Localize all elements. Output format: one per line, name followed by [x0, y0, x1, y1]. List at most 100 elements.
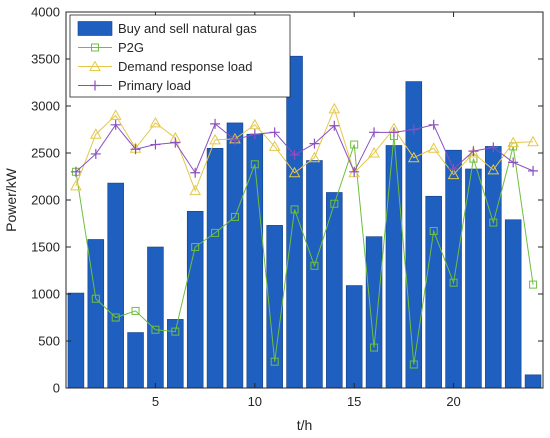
legend-label-3: Primary load — [118, 78, 191, 93]
point-s2-t1 — [70, 179, 82, 191]
legend-marker-1 — [91, 43, 99, 52]
bar-t15 — [345, 285, 363, 389]
y-axis-ticks: 0 500 1000 1500 2000 2500 3000 3500 4000 — [31, 5, 543, 396]
point-s1-t19 — [429, 227, 438, 236]
bar-t22 — [485, 146, 502, 389]
legend-swatch-0 — [77, 21, 113, 36]
bar-t16 — [365, 236, 383, 389]
bar-t17 — [385, 145, 403, 389]
bar-t12 — [286, 55, 303, 389]
point-s3-t22 — [488, 142, 499, 153]
point-s1-t12 — [290, 205, 299, 214]
point-s1-t18 — [409, 360, 418, 369]
y-tick-label-1000: 1000 — [31, 287, 60, 302]
point-s2-t5 — [149, 116, 162, 128]
point-s1-t24 — [529, 280, 538, 289]
legend-item-1: P2G — [78, 40, 144, 55]
point-s2-t2 — [89, 128, 102, 139]
x-tick-label-5: 5 — [152, 394, 159, 409]
bar-t9 — [226, 122, 244, 389]
bar-t8 — [206, 148, 224, 389]
x-axis-label: t/h — [297, 417, 313, 433]
point-s3-t8 — [210, 118, 221, 129]
point-s1-t3 — [111, 313, 120, 322]
bar-t21 — [465, 168, 482, 389]
y-tick-label-3500: 3500 — [31, 52, 60, 67]
legend-label-1: P2G — [118, 40, 144, 55]
point-s3-t19 — [428, 119, 439, 130]
point-s3-t2 — [90, 148, 101, 159]
line-series — [70, 102, 539, 369]
point-s1-t11 — [270, 357, 279, 366]
point-s3-t17 — [388, 127, 399, 138]
legend-marker-3 — [90, 80, 100, 91]
point-s3-t21 — [468, 146, 479, 157]
bar-t19 — [425, 195, 442, 389]
point-s2-t24 — [527, 135, 539, 147]
point-s3-t10 — [249, 129, 260, 140]
point-s2-t23 — [507, 136, 520, 148]
bar-t4 — [127, 332, 144, 389]
x-tick-label-10: 10 — [248, 394, 262, 409]
bar-series — [67, 55, 542, 389]
legend: Buy and sell natural gas P2G Demand respon… — [69, 14, 291, 98]
point-s3-t20 — [448, 163, 459, 174]
point-s1-t13 — [310, 261, 319, 270]
x-tick-label-15: 15 — [347, 394, 361, 409]
point-s3-t16 — [369, 127, 380, 138]
y-axis-label: Power/kW — [3, 167, 19, 232]
y-tick-label-4000: 4000 — [31, 5, 60, 20]
point-s2-t19 — [427, 142, 440, 153]
bar-t13 — [306, 160, 323, 389]
point-s3-t4 — [130, 144, 141, 155]
point-s1-t7 — [191, 243, 200, 251]
bar-t23 — [504, 219, 522, 389]
point-s1-t6 — [171, 327, 180, 336]
series-line-3 — [75, 123, 534, 174]
legend-item-0: Buy and sell natural gas — [77, 21, 257, 36]
point-s2-t16 — [368, 146, 380, 158]
series-3 — [70, 118, 539, 178]
bar-t10 — [246, 133, 264, 389]
legend-label-0: Buy and sell natural gas — [118, 21, 257, 36]
point-s3-t12 — [289, 149, 300, 160]
point-s3-t13 — [309, 138, 320, 149]
legend-label-2: Demand response load — [118, 59, 252, 74]
legend-item-3: Primary load — [78, 78, 191, 93]
y-tick-label-2000: 2000 — [31, 193, 60, 208]
point-s3-t5 — [150, 139, 161, 150]
y-tick-label-0: 0 — [53, 381, 60, 396]
point-s1-t15 — [350, 140, 359, 149]
point-s2-t21 — [467, 146, 480, 158]
point-s2-t3 — [109, 109, 122, 120]
point-s2-t7 — [189, 184, 202, 196]
bar-t3 — [107, 182, 124, 389]
point-s1-t8 — [211, 228, 220, 237]
bar-t7 — [186, 210, 204, 389]
y-tick-label-2500: 2500 — [31, 146, 60, 161]
y-tick-label-1500: 1500 — [31, 240, 60, 255]
point-s1-t5 — [151, 325, 160, 334]
point-s2-t14 — [328, 102, 341, 114]
point-s2-t8 — [209, 133, 221, 145]
y-tick-label-500: 500 — [38, 334, 60, 349]
point-s1-t2 — [91, 294, 100, 303]
y-tick-label-3000: 3000 — [31, 99, 60, 114]
point-s3-t3 — [110, 119, 121, 130]
bar-t5 — [147, 246, 164, 389]
point-s2-t18 — [407, 151, 420, 163]
point-s3-t18 — [408, 124, 419, 135]
point-s1-t22 — [489, 218, 498, 227]
point-s1-t14 — [330, 199, 339, 208]
point-s3-t7 — [190, 167, 201, 178]
legend-marker-2 — [89, 60, 101, 71]
point-s1-t16 — [370, 343, 379, 352]
point-s1-t20 — [449, 278, 458, 287]
bar-t24 — [524, 374, 542, 389]
point-s2-t10 — [248, 118, 261, 130]
legend-item-2: Demand response load — [78, 59, 252, 74]
point-s1-t4 — [131, 306, 140, 315]
point-s2-t12 — [288, 166, 301, 178]
point-s3-t15 — [349, 166, 360, 177]
